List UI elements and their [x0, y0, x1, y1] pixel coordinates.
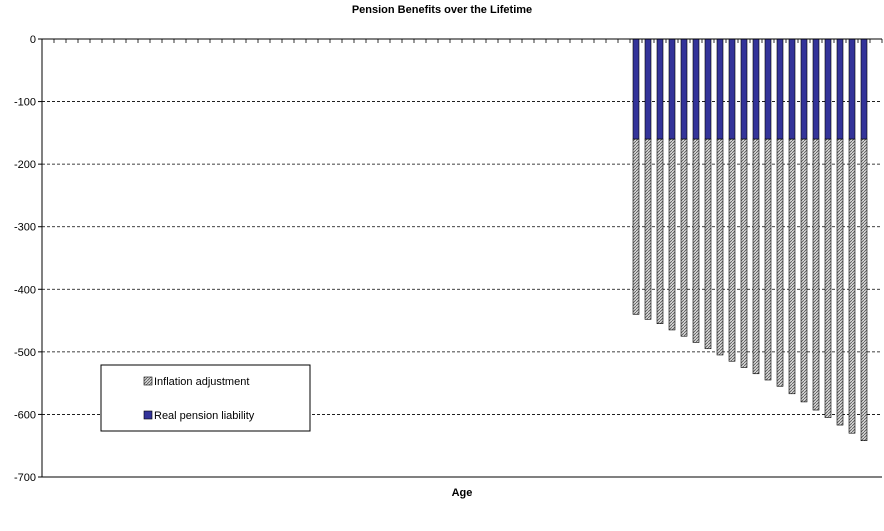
bar-inflation-adjustment	[632, 138, 640, 315]
bar-real-pension-liability	[812, 38, 820, 140]
bar-real-pension-liability	[824, 38, 832, 140]
y-tick-label: -600	[14, 409, 36, 421]
bar-real-pension-liability	[728, 38, 736, 140]
bar-real-pension-liability	[656, 38, 664, 140]
bar-inflation-adjustment	[644, 138, 652, 320]
bar-real-pension-liability	[740, 38, 748, 140]
y-axis-ticks: 0 -100 -200 -300 -400 -500 -600 -700	[14, 34, 42, 484]
bar-real-pension-liability	[860, 38, 868, 140]
bar-real-pension-liability	[764, 38, 772, 140]
bar-real-pension-liability	[632, 38, 640, 140]
bar-real-pension-liability	[704, 38, 712, 140]
bar-inflation-adjustment	[848, 138, 856, 434]
bar-inflation-adjustment	[764, 138, 772, 381]
bar-real-pension-liability	[752, 38, 760, 140]
bar-inflation-adjustment	[692, 138, 700, 343]
bar-inflation-adjustment	[680, 138, 688, 337]
y-tick-label: -100	[14, 97, 36, 109]
legend-swatch-inflation	[143, 376, 153, 386]
bar-inflation-adjustment	[740, 138, 748, 368]
bar-inflation-adjustment	[716, 138, 724, 356]
bar-inflation-adjustment	[752, 138, 760, 375]
bar-inflation-adjustment	[704, 138, 712, 350]
y-tick-label: -300	[14, 222, 36, 234]
bar-inflation-adjustment	[860, 138, 868, 442]
legend-label-inflation: Inflation adjustment	[154, 376, 249, 388]
legend-box	[100, 364, 311, 432]
y-tick-label: -500	[14, 347, 36, 359]
bar-inflation-adjustment	[812, 138, 820, 411]
bar-real-pension-liability	[788, 38, 796, 140]
y-tick-label: -200	[14, 159, 36, 171]
x-axis-ticks	[41, 39, 883, 43]
y-tick-label: -700	[14, 472, 36, 484]
bar-inflation-adjustment	[788, 138, 796, 395]
legend-label-real-liability: Real pension liability	[154, 410, 255, 422]
bar-inflation-adjustment	[836, 138, 844, 426]
bar-real-pension-liability	[668, 38, 676, 140]
legend-swatch-real-liability	[143, 410, 153, 420]
bar-real-pension-liability	[716, 38, 724, 140]
bar-inflation-adjustment	[728, 138, 736, 362]
bar-inflation-adjustment	[800, 138, 808, 403]
bar-inflation-adjustment	[824, 138, 832, 418]
chart-title: Pension Benefits over the Lifetime	[352, 4, 532, 16]
bar-real-pension-liability	[776, 38, 784, 140]
bar-real-pension-liability	[644, 38, 652, 140]
bar-real-pension-liability	[692, 38, 700, 140]
bars-group	[632, 38, 868, 442]
y-tick-label: -400	[14, 284, 36, 296]
bar-real-pension-liability	[800, 38, 808, 140]
bar-inflation-adjustment	[668, 138, 676, 331]
legend: Inflation adjustment Real pension liabil…	[100, 364, 311, 432]
bar-inflation-adjustment	[656, 138, 664, 324]
bar-real-pension-liability	[680, 38, 688, 140]
bar-real-pension-liability	[836, 38, 844, 140]
y-tick-label: 0	[30, 34, 36, 46]
bar-real-pension-liability	[848, 38, 856, 140]
bar-inflation-adjustment	[776, 138, 784, 387]
x-axis-label: Age	[452, 487, 473, 499]
